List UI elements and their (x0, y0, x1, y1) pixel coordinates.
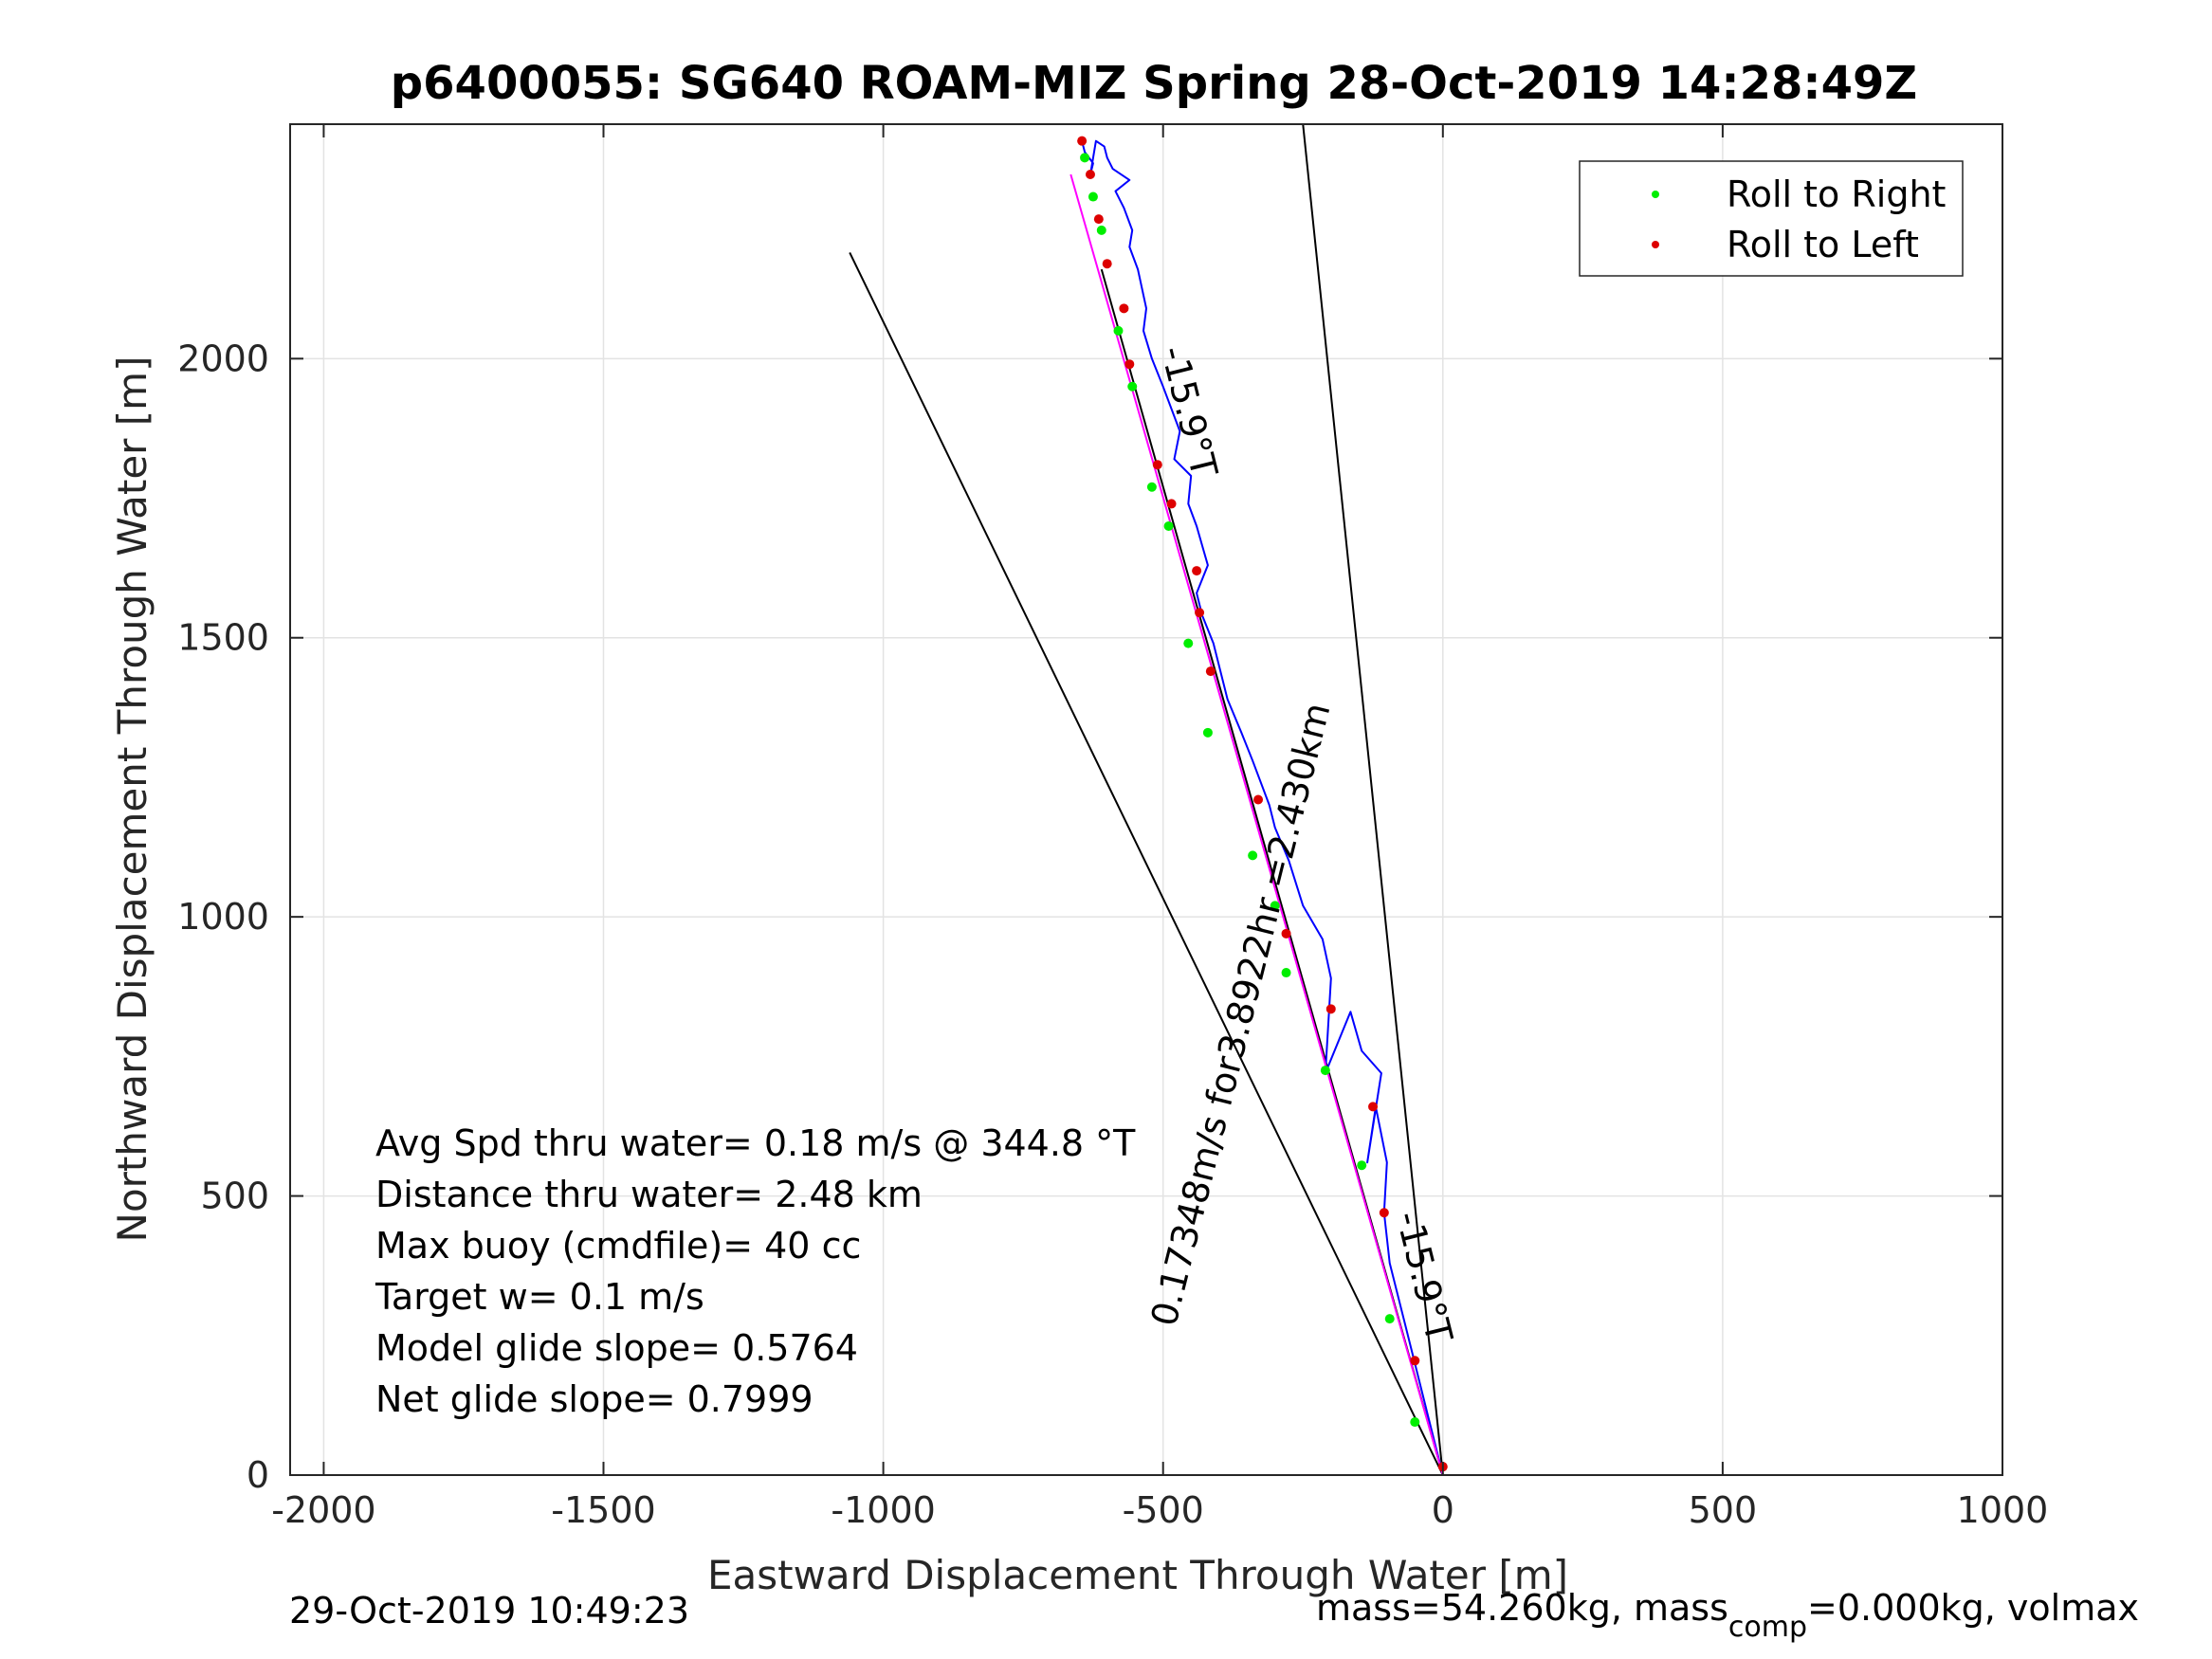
roll-right-point (1080, 153, 1090, 163)
roll-left-point (1119, 303, 1129, 314)
roll-left-point (1325, 1004, 1336, 1014)
x-axis-label: Eastward Displacement Through Water [m] (707, 1552, 1568, 1598)
roll-right-point (1183, 638, 1194, 648)
stats-annotation-line: Model glide slope= 0.5764 (375, 1327, 858, 1369)
footer-mass-info: mass=54.260kg, masscomp=0.000kg, volmax (1316, 1587, 2139, 1644)
roll-left-point (1205, 666, 1216, 677)
roll-right-point (1096, 225, 1106, 235)
roll-left-point (1085, 169, 1095, 179)
stats-annotation-line: Distance thru water= 2.48 km (375, 1174, 923, 1215)
roll-left-point (1077, 136, 1088, 146)
roll-left-point (1379, 1208, 1389, 1218)
footer-mass-subscript: comp (1728, 1611, 1807, 1644)
roll-left-point (1192, 566, 1202, 576)
roll-left-point (1124, 359, 1135, 370)
roll-right-point (1088, 191, 1098, 202)
footer-mass-suffix: =0.000kg, volmax (1807, 1587, 2139, 1629)
chart-title: p6400055: SG640 ROAM-MIZ Spring 28-Oct-2… (391, 57, 1917, 110)
legend-marker-roll-right (1652, 191, 1659, 198)
roll-right-point (1146, 482, 1157, 492)
stats-annotation-line: Net glide slope= 0.7999 (375, 1378, 814, 1420)
stats-annotation-line: Target w= 0.1 m/s (375, 1276, 704, 1318)
roll-right-point (1384, 1314, 1395, 1324)
roll-right-point (1113, 325, 1124, 336)
y-tick-label: 0 (247, 1454, 269, 1496)
y-tick-label: 1000 (177, 896, 269, 938)
roll-right-point (1127, 381, 1138, 392)
roll-left-point (1281, 928, 1291, 939)
x-tick-label: 500 (1689, 1489, 1758, 1531)
y-tick-label: 500 (200, 1176, 269, 1217)
stats-annotations: Avg Spd thru water= 0.18 m/s @ 344.8 °T D… (375, 1122, 1136, 1420)
footer-mass-prefix: mass=54.260kg, mass (1316, 1587, 1728, 1629)
x-tick-label: 0 (1432, 1489, 1454, 1531)
roll-left-point (1368, 1102, 1379, 1112)
roll-right-point (1410, 1417, 1420, 1428)
roll-left-point (1093, 214, 1104, 225)
tick-labels: -2000 -1500 -1000 -500 0 500 1000 0 500 1000 1500 2… (177, 337, 2048, 1531)
reference-line (849, 251, 1444, 1476)
roll-right-point (1357, 1160, 1367, 1171)
legend-box (1579, 160, 1964, 277)
roll-left-point (1152, 460, 1162, 470)
x-tick-label: -1500 (551, 1489, 655, 1531)
stats-annotation-line: Avg Spd thru water= 0.18 m/s @ 344.8 °T (375, 1122, 1136, 1164)
roll-left-point (1253, 794, 1264, 805)
y-axis-label: Northward Displacement Through Water [m] (109, 356, 155, 1243)
roll-right-point (1270, 901, 1280, 911)
axis-ticks (290, 124, 2003, 1476)
legend-label-roll-right: Roll to Right (1727, 173, 1946, 215)
y-tick-label: 1500 (177, 617, 269, 659)
legend-label-roll-left: Roll to Left (1727, 224, 1919, 265)
roll-right-point (1248, 850, 1258, 861)
legend: Roll to Right Roll to Left (1579, 160, 1964, 277)
roll-left-point (1195, 608, 1205, 618)
plot-frame (289, 123, 2003, 1476)
roll-right-point (1202, 727, 1213, 738)
roll-left-point (1166, 499, 1177, 509)
roll-right-point (1320, 1066, 1330, 1076)
roll-left-point (1410, 1356, 1420, 1366)
legend-marker-roll-left (1652, 241, 1659, 248)
x-tick-label: -1000 (831, 1489, 935, 1531)
reference-line (1302, 123, 1444, 1476)
footer-timestamp: 29-Oct-2019 10:49:23 (289, 1590, 689, 1632)
roll-left-point (1102, 259, 1112, 269)
roll-right-point (1281, 968, 1291, 978)
roll-right-point (1163, 520, 1174, 531)
x-tick-label: -500 (1123, 1489, 1204, 1531)
x-tick-label: 1000 (1957, 1489, 2049, 1531)
x-tick-label: -2000 (271, 1489, 375, 1531)
stats-annotation-line: Max buoy (cmdfile)= 40 cc (375, 1225, 861, 1267)
y-tick-label: 2000 (177, 337, 269, 379)
track-line (1081, 139, 1444, 1476)
